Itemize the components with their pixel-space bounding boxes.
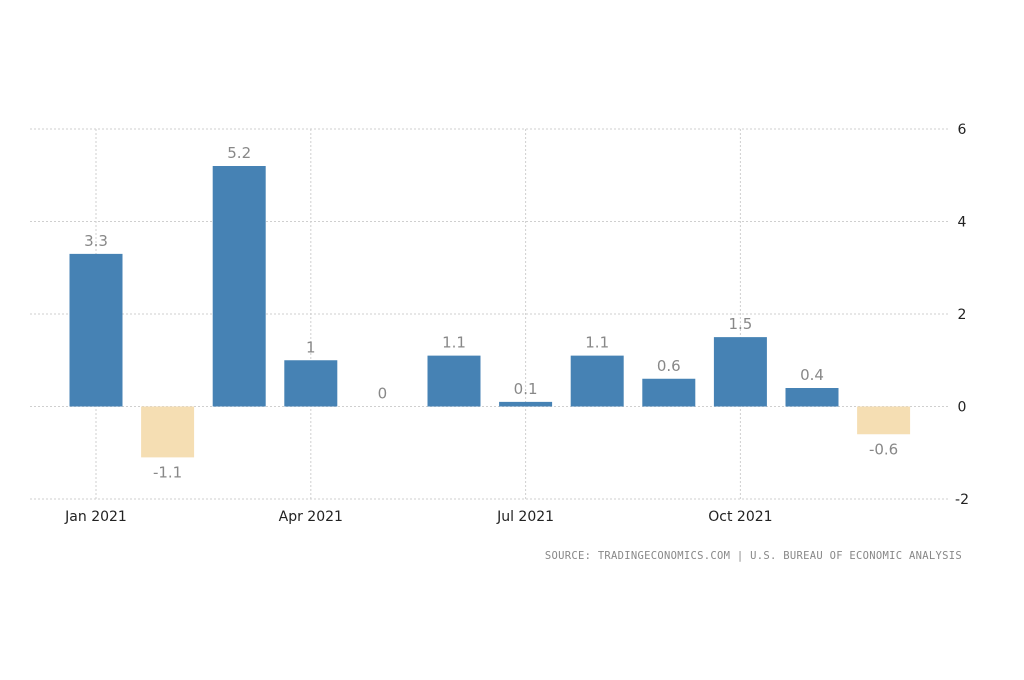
bar [857,406,911,435]
x-axis-ticks: Jan 2021 Apr 2021 Jul 2021 Oct 2021 [64,509,772,525]
data-label: 3.3 [84,232,108,250]
x-tick-label: Apr 2021 [279,509,343,525]
data-label: -0.6 [869,440,898,458]
y-axis-ticks: 6 4 2 0 -2 [955,122,969,508]
bar [785,388,839,407]
x-tick-label: Jul 2021 [496,509,554,525]
y-tick-label: 6 [958,122,967,138]
bar [570,355,624,407]
data-label: 0.4 [800,366,824,384]
bar [212,166,266,407]
data-label: 0.1 [514,380,538,398]
data-label: 1.1 [442,334,466,352]
bar [499,401,553,407]
data-label: 0 [378,385,388,403]
bar [69,253,123,407]
data-label: 5.2 [227,144,251,162]
data-labels: 3.3 -1.1 5.2 1 0 1.1 0.1 1.1 0.6 1.5 0.4 -0.6 [84,144,898,481]
bar [642,378,696,407]
y-tick-label: 2 [958,307,967,323]
y-tick-label: -2 [955,492,969,508]
x-tick-label: Jan 2021 [64,509,127,525]
bar [141,406,195,458]
data-label: 0.6 [657,357,681,375]
bar [713,337,767,407]
data-label: 1 [306,338,316,356]
bar [427,355,481,407]
data-label: 1.1 [585,334,609,352]
y-tick-label: 4 [958,215,967,231]
source-note: SOURCE: TRADINGECONOMICS.COM | U.S. BURE… [544,550,962,562]
bars [69,166,911,458]
y-tick-label: 0 [958,400,967,416]
data-label: -1.1 [153,463,182,481]
x-tick-label: Oct 2021 [708,509,772,525]
data-label: 1.5 [728,315,752,333]
bar [284,360,338,407]
